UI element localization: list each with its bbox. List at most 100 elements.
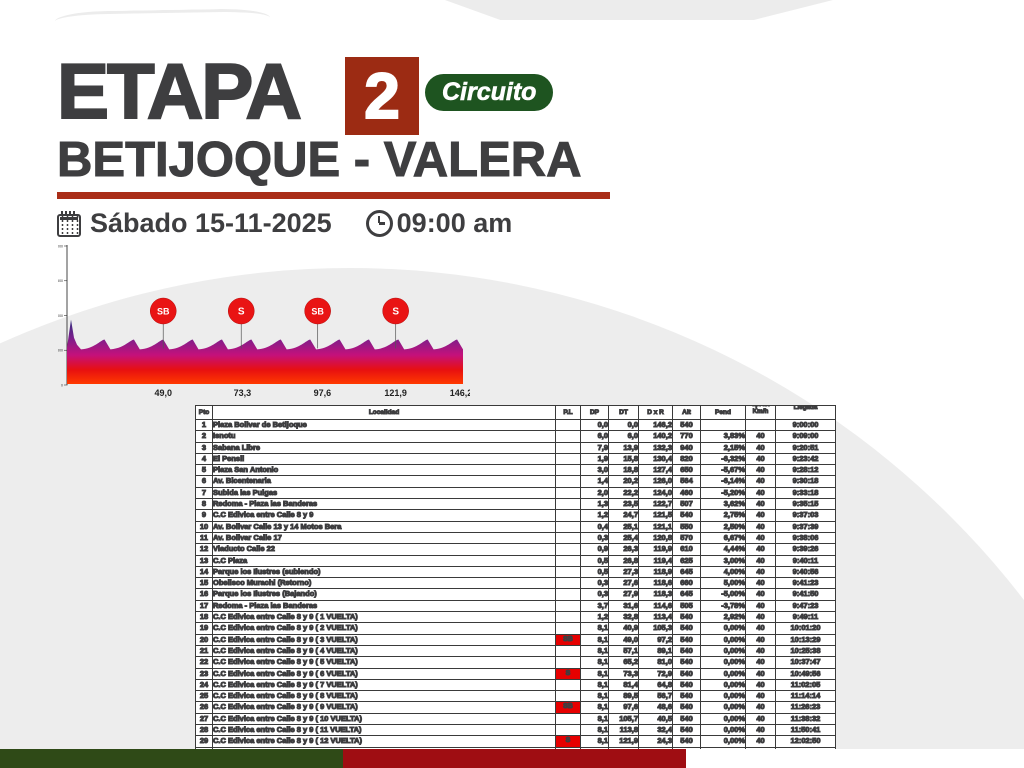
cell-dt: 65,2 [608, 656, 639, 669]
cell-dxr: 40,5 [638, 712, 673, 726]
cell-hora: 9:39:26 [775, 543, 836, 556]
cell-pl [555, 611, 581, 624]
cell-alt: 540 [672, 701, 701, 714]
cell-veloc: 40 [745, 577, 776, 590]
cell-pto: 13 [195, 554, 213, 567]
cell-localidad: Av. Bicentenaria [212, 475, 556, 488]
table-row: 17 Redoma - Plaza las Banderas 3,7 31,6 … [195, 599, 836, 613]
cell-pl [555, 644, 581, 658]
cell-hora: 9:23:42 [775, 452, 836, 466]
cell-localidad: Av. Bolivar Calle 13 y 14 Motos Bera [212, 520, 556, 533]
cell-pl [555, 475, 581, 488]
cell-pend: -5,00% [700, 588, 746, 601]
cell-dxr: 32,4 [638, 724, 673, 737]
cell-dxr: 120,8 [638, 531, 673, 545]
cell-pto: 19 [195, 622, 213, 635]
cell-alt: 540 [672, 656, 701, 669]
cell-dt: 25,4 [608, 531, 639, 545]
cell-dt: 32,8 [608, 611, 639, 624]
cell-dxr: 130,4 [638, 452, 673, 466]
cell-pend: 2,75% [700, 509, 746, 522]
cell-hora: 9:00:00 [775, 418, 836, 432]
cell-pl [555, 520, 581, 533]
cell-hora: 9:30:18 [775, 475, 836, 488]
cell-pto: 12 [195, 543, 213, 556]
elevation-profile-path [67, 319, 463, 384]
pl-badge: S [556, 669, 580, 679]
cell-hora: 9:41:23 [775, 577, 836, 590]
table-row: 24 C.C Edivica entre Calle 8 y 9 ( 7 VUE… [195, 678, 836, 692]
cell-veloc: 40 [745, 475, 776, 488]
cell-localidad: C.C Edivica entre Calle 8 y 9 [212, 509, 556, 522]
pl-badge: SB [556, 702, 580, 713]
col-veloc: Veloc aprox Km/h [745, 405, 776, 420]
table-row: 18 C.C Edivica entre Calle 8 y 9 ( 1 VUE… [195, 611, 836, 624]
cell-pl [555, 724, 581, 737]
cell-pl [555, 588, 581, 601]
cell-dp: 8,1 [580, 690, 609, 703]
x-axis-km-label: 121,9 [384, 388, 407, 398]
cell-pl [555, 599, 581, 613]
cell-dxr: 132,3 [638, 441, 673, 454]
cell-alt: 645 [672, 588, 701, 601]
cell-dt: 13,9 [608, 441, 639, 454]
table-row: 13 C.C Plaza 0,5 26,8 119,4 625 3,00% 40… [195, 554, 836, 567]
cell-veloc: 40 [745, 644, 776, 658]
cell-veloc: 40 [745, 588, 776, 601]
bonus-marker-circle [149, 297, 177, 325]
cell-dxr: 119,9 [638, 543, 673, 556]
cell-pto: 28 [195, 724, 213, 737]
cell-hora: 10:13:29 [775, 633, 836, 646]
table-row: 10 Av. Bolivar Calle 13 y 14 Motos Bera … [195, 520, 836, 533]
cell-dxr: 140,2 [638, 430, 673, 443]
cell-pl [555, 577, 581, 590]
cell-hora: 11:26:23 [775, 701, 836, 714]
cell-alt: 645 [672, 565, 701, 579]
cell-pl [555, 656, 581, 669]
cell-localidad: C.C Edivica entre Calle 8 y 9 ( 8 VUELTA… [212, 690, 556, 703]
cell-dxr: 118,6 [638, 577, 673, 590]
cell-dt: 27,6 [608, 577, 639, 590]
bottom-bar-red-segment [343, 749, 686, 768]
cell-localidad: C.C Edivica entre Calle 8 y 9 ( 1 VUELTA… [212, 611, 556, 624]
table-row: 23 C.C Edivica entre Calle 8 y 9 ( 6 VUE… [195, 667, 836, 680]
cell-dxr: 118,9 [638, 565, 673, 579]
cell-alt: 540 [672, 690, 701, 703]
clock-icon [365, 210, 393, 237]
x-axis-km-label: 49,0 [154, 388, 172, 398]
cell-dp: 8,1 [580, 656, 609, 669]
col-pl: P.L [555, 405, 581, 420]
cell-pto: 22 [195, 656, 213, 669]
cell-pend: 6,67% [700, 531, 746, 545]
cell-pend: 0,00% [700, 622, 746, 635]
table-row: 6 Av. Bicentenaria 1,4 20,2 126,0 564 -6… [195, 475, 836, 488]
cell-pto: 8 [195, 498, 213, 511]
cell-dp: 0,3 [580, 531, 609, 545]
cell-alt: 550 [672, 520, 701, 533]
elevation-profile-chart: 2000 1500 1000 500 0 SB S SB S 49,0 73,3 97,6 121,… [55, 243, 472, 401]
col-pend: Pend [700, 405, 746, 420]
cell-localidad: C.C Edivica entre Calle 8 y 9 ( 3 VUELTA… [212, 633, 556, 646]
cell-alt: 540 [672, 633, 701, 646]
cell-dp: 0,3 [580, 577, 609, 590]
cell-pto: 2 [195, 430, 213, 443]
cell-pl [555, 441, 581, 454]
cell-dxr: 114,6 [638, 599, 673, 613]
cell-dp: 1,2 [580, 611, 609, 624]
cell-localidad: Redoma - Plaza las Banderas [212, 498, 556, 511]
cell-pend: 0,00% [700, 735, 746, 748]
cell-dp: 0,4 [580, 520, 609, 533]
title-row: ETAPA 2 Circuito [56, 47, 610, 136]
cell-pto: 6 [195, 475, 213, 488]
cell-dp: 0,5 [580, 565, 609, 579]
bonus-marker-circle [227, 297, 255, 325]
cell-pto: 27 [195, 712, 213, 726]
table-row: 12 Viaducto Calle 22 0,9 26,3 119,9 610 … [195, 543, 836, 556]
cell-hora: 12:02:50 [775, 735, 836, 748]
svg-text:1000: 1000 [58, 314, 63, 318]
cell-dxr: 126,0 [638, 475, 673, 488]
cell-veloc: 40 [745, 543, 776, 556]
cell-dp: 3,7 [580, 599, 609, 613]
cell-pend: -6,14% [700, 475, 746, 488]
